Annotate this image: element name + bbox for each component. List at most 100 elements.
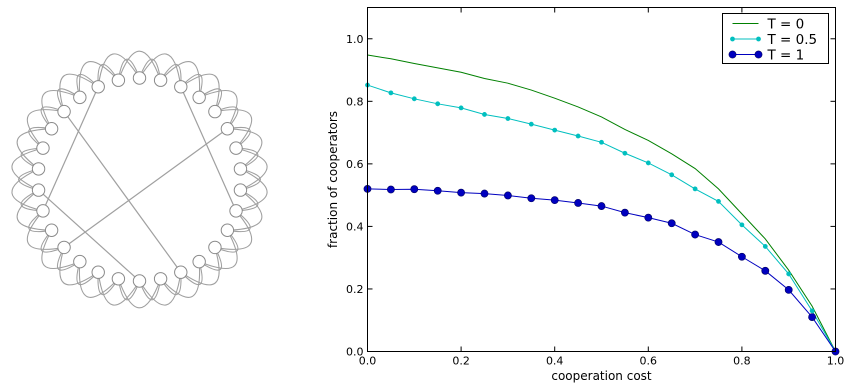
data-point (411, 96, 417, 102)
data-point (808, 313, 816, 321)
network-node (91, 80, 105, 94)
data-point (644, 213, 653, 222)
data-point (784, 285, 793, 294)
network-node (31, 183, 46, 197)
data-point (435, 101, 441, 107)
data-point (786, 271, 792, 277)
x-axis-label: cooperation cost (551, 369, 652, 383)
data-point (599, 139, 604, 145)
data-point (645, 160, 651, 166)
network-node (220, 122, 235, 136)
data-point (692, 186, 698, 192)
lattice-edge (160, 261, 201, 298)
lattice-edge (180, 73, 220, 112)
data-point (714, 238, 723, 246)
network-node (111, 272, 126, 286)
data-point (761, 266, 770, 275)
data-point (550, 196, 559, 205)
data-point (738, 252, 746, 261)
y-axis-label: fraction of cooperators (326, 111, 340, 248)
y-tick-label: 0.0 (346, 346, 364, 359)
shortcut-edge (180, 86, 237, 212)
lattice-edge (41, 89, 81, 130)
shortcut-edge (63, 128, 228, 248)
network-node (208, 240, 222, 255)
data-point (410, 185, 419, 194)
lattice-edge (139, 53, 182, 87)
network-node (44, 122, 59, 136)
lattice-edge (117, 278, 162, 309)
lattice-edge (117, 50, 162, 81)
data-point (622, 150, 628, 156)
lattice-edge (139, 272, 182, 306)
network-node (31, 162, 46, 176)
data-point (433, 186, 442, 195)
network-node (111, 73, 126, 87)
network-node (174, 265, 188, 279)
lattice-edge (160, 61, 201, 98)
network-node (36, 204, 50, 218)
legend-marker (756, 36, 761, 42)
network-node (57, 240, 71, 255)
lattice-edge (235, 147, 268, 191)
lattice-edge (227, 128, 263, 170)
data-point (388, 90, 394, 96)
y-tick-label: 0.4 (346, 220, 364, 233)
network-node (233, 162, 248, 176)
x-tick-label: 0.2 (452, 355, 470, 368)
legend-marker (754, 50, 763, 59)
network-node (44, 223, 59, 237)
data-point (457, 188, 465, 197)
data-point (809, 308, 815, 314)
series-line (367, 54, 836, 352)
series-line (367, 84, 836, 352)
data-point (691, 230, 699, 239)
legend-label: T = 0.5 (767, 32, 818, 48)
x-tick-label: 0.0 (359, 355, 377, 368)
data-point (386, 185, 395, 194)
network-node (73, 254, 87, 269)
lattice-edge (59, 73, 99, 112)
shortcut-edge (38, 189, 140, 282)
network-node (57, 104, 71, 119)
network-node (153, 73, 168, 87)
lattice-edge (78, 61, 119, 98)
y-tick-label: 0.2 (346, 283, 364, 296)
network-node (233, 183, 248, 197)
shortcut-edge (63, 111, 182, 273)
lattice-edge (214, 210, 253, 250)
data-point (482, 112, 487, 117)
legend-label: T = 0 (767, 17, 805, 33)
lattice-edge (198, 89, 238, 130)
data-point (716, 198, 721, 204)
data-point (552, 127, 558, 133)
x-tick-label: 1.0 (827, 355, 845, 368)
y-tick-label: 1.0 (346, 33, 364, 46)
network-node (73, 90, 87, 105)
plot-frame (367, 7, 836, 352)
network-node (36, 141, 50, 155)
lattice-edge (59, 247, 99, 286)
data-point (621, 208, 629, 217)
network-node (192, 254, 206, 269)
data-point (739, 222, 745, 228)
lattice-edge (78, 261, 119, 298)
network-nodes (31, 71, 248, 288)
data-point (480, 189, 489, 198)
data-point (667, 219, 676, 228)
lattice-edge (235, 168, 268, 212)
data-point (528, 121, 534, 127)
data-point (597, 202, 606, 210)
lattice-edge (11, 168, 44, 212)
legend-marker (730, 36, 735, 42)
network-node (229, 204, 243, 218)
ring-network-diagram (11, 50, 268, 309)
shortcut-edge (42, 86, 99, 212)
data-point (669, 172, 675, 178)
lattice-edge (41, 230, 81, 270)
x-tick-label: 0.8 (733, 355, 751, 368)
lattice-edge (26, 210, 65, 250)
lattice-edge (97, 53, 140, 87)
data-point (762, 244, 768, 249)
